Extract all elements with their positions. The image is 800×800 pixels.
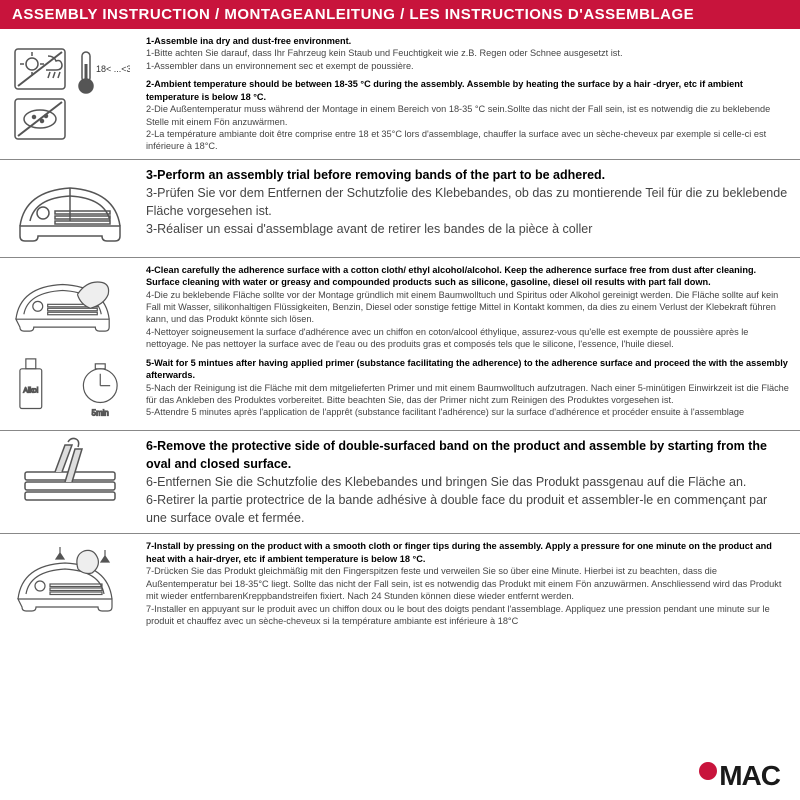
section-5-icon [0,534,140,633]
header-banner: ASSEMBLY INSTRUCTION / MONTAGEANLEITUNG … [0,0,800,29]
svg-text:Alkol: Alkol [23,387,38,394]
section-2-icon [0,160,140,257]
instruction-line: 2-Die Außentemperatur muss während der M… [146,104,770,126]
section-3: Alkol 5min 4-Clean carefully the adheren… [0,258,800,431]
brand-logo: MAC [699,760,780,792]
svg-text:18< ...<35 C: 18< ...<35 C [96,64,130,74]
instruction-line: 5-Nach der Reinigung ist die Fläche mit … [146,383,789,405]
logo-text: MAC [719,760,780,792]
logo-dot-icon [699,762,717,780]
section-4-icon [0,431,140,534]
instruction-content: 18< ...<35 C 1-Assemble ina dry and dust… [0,29,800,750]
instruction-line: 4-Nettoyer soigneusement la surface d'ad… [146,327,748,349]
instruction-bold: 1-Assemble ina dry and dust-free environ… [146,36,351,46]
instruction-line: 6-Entfernen Sie die Schutzfolie des Kleb… [146,475,746,489]
section-1-icon: 18< ...<35 C [0,29,140,159]
section-1-text: 1-Assemble ina dry and dust-free environ… [140,29,800,159]
instruction-line: 7-Installer en appuyant sur le produit a… [146,604,770,626]
instruction-line: 3-Prüfen Sie vor dem Entfernen der Schut… [146,186,787,218]
instruction-bold: 2-Ambient temperature should be between … [146,79,743,101]
instruction-bold: 3-Perform an assembly trial before remov… [146,168,605,182]
section-3-text: 4-Clean carefully the adherence surface … [140,258,800,430]
section-4: 6-Remove the protective side of double-s… [0,431,800,535]
instruction-bold: 7-Install by pressing on the product wit… [146,541,772,563]
instruction-bold: 6-Remove the protective side of double-s… [146,439,767,471]
instruction-line: 4-Die zu beklebende Fläche sollte vor de… [146,290,778,325]
section-5-text: 7-Install by pressing on the product wit… [140,534,800,633]
instruction-line: 5-Attendre 5 minutes après l'application… [146,407,744,417]
instruction-line: 3-Réaliser un essai d'assemblage avant d… [146,222,592,236]
instruction-line: 1-Bitte achten Sie darauf, dass Ihr Fahr… [146,48,623,58]
footer: MAC [0,750,800,800]
instruction-line: 1-Assembler dans un environnement sec et… [146,61,414,71]
instruction-line: 2-La température ambiante doit être comp… [146,129,766,151]
instruction-bold: 5-Wait for 5 mintues after having applie… [146,358,788,380]
section-1: 18< ...<35 C 1-Assemble ina dry and dust… [0,29,800,160]
instruction-bold: 4-Clean carefully the adherence surface … [146,265,756,287]
section-5: 7-Install by pressing on the product wit… [0,534,800,633]
instruction-line: 6-Retirer la partie protectrice de la ba… [146,493,767,525]
svg-text:5min: 5min [92,408,109,417]
section-2: 3-Perform an assembly trial before remov… [0,160,800,258]
section-4-text: 6-Remove the protective side of double-s… [140,431,800,534]
instruction-line: 7-Drücken Sie das Produkt gleichmäßig mi… [146,566,781,601]
section-3-icon: Alkol 5min [0,258,140,430]
section-2-text: 3-Perform an assembly trial before remov… [140,160,800,257]
